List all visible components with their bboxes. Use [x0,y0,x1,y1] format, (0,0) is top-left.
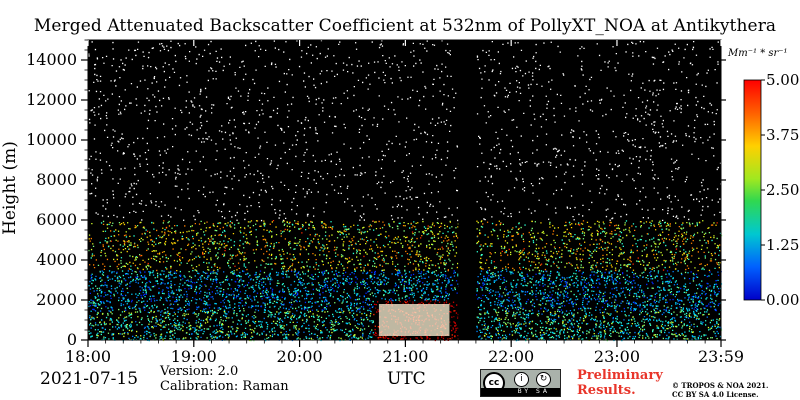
colorbar [743,79,762,301]
colorbar-tick-label: 3.75 [766,126,799,144]
x-tick-label: 19:00 [171,347,217,366]
license-strip: BY SA [481,388,560,396]
y-tick-label: 12000 [26,90,77,109]
y-tick-label: 14000 [26,50,77,69]
x-tick-label: 22:00 [488,347,534,366]
colorbar-tick-label: 2.50 [766,181,799,199]
y-tick-label: 4000 [36,250,77,269]
copyright-notice: © TROPOS & NOA 2021. CC BY SA 4.0 Licens… [672,381,769,399]
colorbar-tick-label: 1.25 [766,236,799,254]
heatmap-speckles [88,220,721,342]
x-tick-label: 20:00 [277,347,323,366]
y-axis-label: Height (m) [0,141,20,235]
heatmap-layer [88,40,723,342]
data-gap [458,40,476,340]
version-info: Version: 2.0 Calibration: Raman [160,364,289,394]
colorbar-tick-label: 0.00 [766,291,799,309]
version-text: Version: 2.0 [160,364,239,379]
x-tick-label: 18:00 [65,347,111,366]
heatmap-speckles [88,40,723,222]
y-tick-label: 8000 [36,170,77,189]
colorbar-ticks: 0.00 1.25 2.50 3.75 5.00 [761,71,799,309]
by-icon: i [514,372,529,387]
date-label: 2021-07-15 [40,369,139,389]
y-tick-label: 6000 [36,210,77,229]
y-tick-label: 2000 [36,290,77,309]
axes: 18:00 19:00 20:00 21:00 22:00 23:00 23:59 0 2000… [26,39,744,366]
x-tick-label: 23:00 [594,347,640,366]
x-tick-label: 23:59 [698,347,744,366]
calibration-text: Calibration: Raman [160,379,289,394]
chart-title: Merged Attenuated Backscatter Coefficien… [33,16,777,36]
sa-icon: ↻ [536,372,551,387]
plot-area [88,40,721,340]
heatmap-bright-layer [378,304,450,336]
x-tick-label: 21:00 [382,347,428,366]
y-tick-label: 0 [67,330,77,349]
colorbar-tick-label: 5.00 [766,71,799,89]
y-tick-label: 10000 [26,130,77,149]
cc-license-badge: cc i ↻ BY SA [480,369,561,397]
preliminary-notice: Preliminary Results. [577,368,663,398]
x-axis-label: UTC [387,369,426,389]
colorbar-unit: Mm⁻¹ * sr⁻¹ [728,48,788,59]
